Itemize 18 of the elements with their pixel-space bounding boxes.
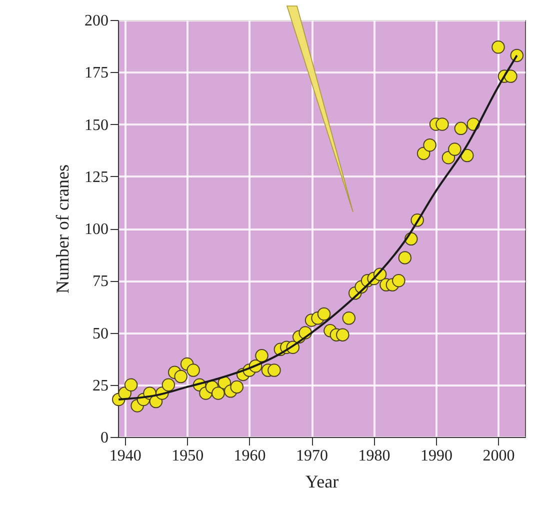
x-tick-label: 1990 (420, 448, 453, 464)
x-tick-label: 1970 (296, 448, 328, 464)
x-tick-label: 1980 (358, 448, 390, 464)
y-tick-label: 150 (84, 116, 108, 134)
y-tick-label: 125 (84, 168, 108, 186)
y-tick-label: 200 (84, 12, 108, 30)
y-tick-label: 0 (100, 430, 108, 446)
y-tick-label: 100 (84, 221, 108, 238)
y-tick-label: 175 (84, 64, 108, 82)
y-tick-label: 25 (92, 377, 108, 394)
x-tick-label: 2000 (482, 448, 515, 464)
x-tick-label: 1950 (172, 448, 204, 464)
x-tick-label: 1960 (234, 448, 266, 464)
y-axis-title: Number of cranes (52, 164, 72, 294)
x-tick-label: 1940 (109, 448, 142, 464)
y-tick-label: 75 (92, 273, 108, 290)
x-axis-title: Year (305, 472, 339, 492)
y-tick-label: 50 (92, 325, 108, 342)
